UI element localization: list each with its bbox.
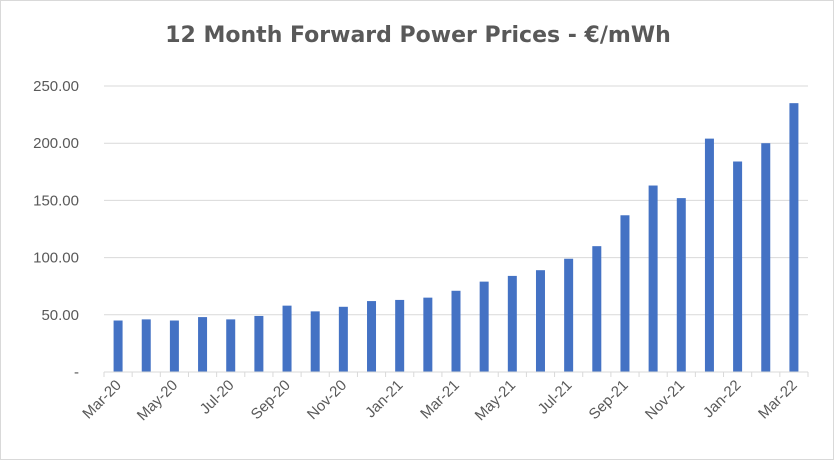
x-tick-label: Sep-20 — [248, 377, 294, 423]
x-tick-label: Sep-21 — [586, 377, 632, 423]
bar — [423, 297, 433, 372]
bar — [789, 103, 799, 372]
y-tick-label: 250.00 — [33, 78, 79, 95]
x-tick-label: Jul-20 — [197, 377, 238, 418]
bar — [507, 275, 517, 372]
bar — [338, 306, 348, 372]
bar — [761, 143, 771, 372]
bar — [226, 319, 236, 372]
x-tick-label: Mar-22 — [755, 377, 801, 423]
y-tick-label: 100.00 — [33, 250, 79, 267]
x-tick-label: Nov-21 — [642, 377, 688, 423]
bar — [141, 319, 151, 372]
x-tick-label: May-20 — [134, 377, 181, 424]
axes — [103, 371, 809, 377]
bar — [592, 246, 602, 372]
bar — [367, 301, 377, 372]
x-tick-label: May-21 — [472, 377, 519, 424]
y-tick-label: 50.00 — [41, 307, 79, 324]
bar — [395, 299, 405, 372]
bar — [310, 311, 320, 372]
y-tick-label: 150.00 — [33, 192, 79, 209]
x-axis-tick-labels: Mar-20 May-20 Jul-20 Sep-20 Nov-20 Jan-21 Mar-… — [79, 377, 800, 424]
gridlines — [104, 85, 808, 316]
x-tick-label: Jan-22 — [700, 377, 744, 421]
x-tick-label: Nov-20 — [304, 377, 350, 423]
bar — [451, 290, 461, 372]
bar — [535, 270, 545, 372]
bar — [282, 305, 292, 372]
bar — [198, 317, 208, 372]
x-tick-label: Jan-21 — [362, 377, 406, 421]
bar — [704, 138, 714, 372]
bar — [479, 281, 489, 372]
x-tick-label: Jul-21 — [535, 377, 576, 418]
chart-title: 12 Month Forward Power Prices - €/mWh — [165, 23, 671, 48]
bar — [733, 161, 743, 372]
bar — [564, 258, 574, 372]
x-tick-label: Mar-20 — [79, 377, 125, 423]
bar — [254, 315, 264, 372]
bar — [620, 215, 630, 372]
y-tick-label: 200.00 — [33, 135, 79, 152]
bar — [113, 320, 123, 372]
bar — [676, 198, 686, 372]
y-axis-tick-labels: - 50.00 100.00 150.00 200.00 250.00 — [33, 78, 79, 381]
y-tick-label: - — [74, 364, 79, 381]
bars — [113, 103, 799, 372]
bar — [648, 185, 658, 372]
bar — [169, 320, 179, 372]
x-tick-label: Mar-21 — [417, 377, 463, 423]
